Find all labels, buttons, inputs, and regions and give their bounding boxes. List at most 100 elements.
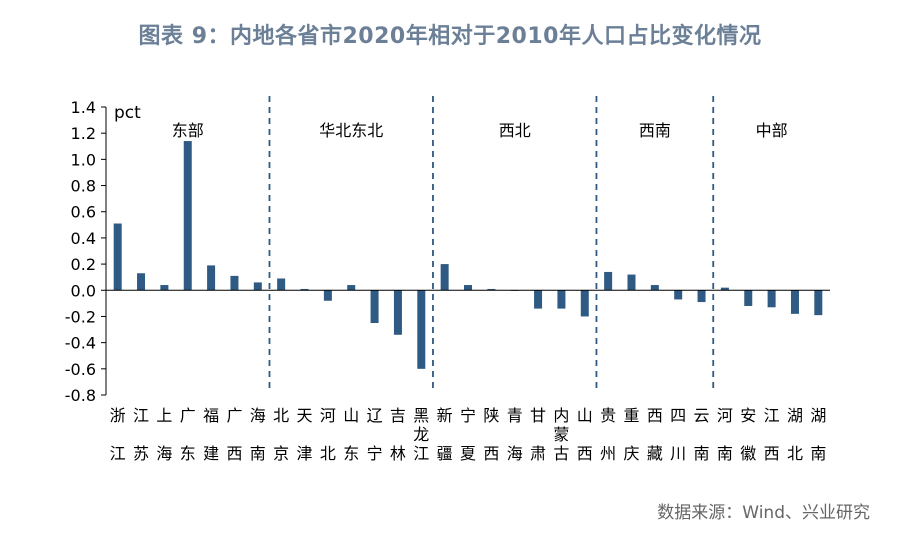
source-note: 数据来源：Wind、兴业研究 bbox=[657, 503, 870, 523]
category-label-char: 津 bbox=[297, 444, 313, 463]
bar bbox=[627, 274, 636, 291]
category-label-char: 南 bbox=[694, 444, 710, 463]
category-label-char: 四 bbox=[670, 406, 686, 425]
category-label-char: 西 bbox=[577, 444, 593, 463]
category-label-char: 山 bbox=[577, 406, 593, 425]
category-label-char: 福 bbox=[203, 406, 219, 425]
category-label-char: 建 bbox=[203, 444, 219, 463]
bar bbox=[534, 290, 543, 309]
bar bbox=[440, 264, 449, 291]
category-label-char: 浙 bbox=[110, 406, 126, 425]
y-tick-label: 0.6 bbox=[71, 203, 96, 222]
category-label-char: 天 bbox=[297, 406, 313, 425]
category-label: 贵州 bbox=[600, 406, 616, 463]
category-label: 青海 bbox=[507, 406, 523, 463]
bar bbox=[697, 290, 706, 303]
bar bbox=[674, 290, 683, 300]
category-label-char: 江 bbox=[133, 406, 149, 425]
bar bbox=[370, 290, 379, 323]
region-label: 华北东北 bbox=[319, 121, 383, 140]
category-label: 天津 bbox=[297, 406, 313, 463]
category-label-char: 江 bbox=[110, 444, 126, 463]
category-label-char: 林 bbox=[390, 444, 406, 463]
y-tick-label: -0.4 bbox=[65, 334, 96, 353]
category-label-char: 湖 bbox=[810, 406, 826, 425]
y-tick-label: 0.8 bbox=[71, 177, 96, 196]
region-label: 西南 bbox=[639, 121, 671, 140]
bar bbox=[767, 290, 776, 308]
category-label-char: 西 bbox=[226, 444, 242, 463]
category-label: 河南 bbox=[717, 406, 733, 463]
category-label-char: 西 bbox=[764, 444, 780, 463]
bar bbox=[137, 273, 146, 291]
category-label-char: 江 bbox=[764, 406, 780, 425]
category-label-char: 湖 bbox=[787, 406, 803, 425]
category-label: 重庆 bbox=[623, 406, 639, 463]
category-label: 浙江 bbox=[110, 406, 126, 463]
category-label: 江西 bbox=[764, 406, 780, 463]
category-label-char: 南 bbox=[250, 444, 266, 463]
category-label-char: 宁 bbox=[460, 406, 476, 425]
region-label: 中部 bbox=[756, 121, 788, 140]
category-label-char: 北 bbox=[320, 444, 336, 463]
category-label: 安徽 bbox=[740, 406, 756, 463]
category-label-char: 徽 bbox=[740, 444, 756, 463]
category-label-char: 云 bbox=[694, 406, 710, 425]
category-label-char: 藏 bbox=[647, 444, 663, 463]
y-tick-label: 0.2 bbox=[71, 255, 96, 274]
region-label: 西北 bbox=[499, 121, 531, 140]
category-label-char: 东 bbox=[180, 444, 196, 463]
y-axis: 1.4 1.2 1.0 0.8 0.6 0.4 0.2 0.0 -0.2 -0.4 -0.6 -0.8… bbox=[65, 98, 141, 405]
category-labels: 浙江江苏上海广东福建广西海南北京天津河北山东辽宁吉林黑龙江新疆宁夏陕西青海甘肃内… bbox=[110, 406, 827, 463]
bar bbox=[113, 223, 122, 291]
bar bbox=[277, 278, 286, 291]
bar bbox=[650, 285, 659, 291]
category-label-char: 肃 bbox=[530, 444, 546, 463]
category-label: 上海 bbox=[156, 406, 172, 463]
category-label-char: 龙 bbox=[413, 425, 429, 444]
category-label-char: 广 bbox=[180, 406, 196, 425]
category-label: 西藏 bbox=[647, 406, 663, 463]
category-label-char: 南 bbox=[810, 444, 826, 463]
bar bbox=[183, 141, 192, 291]
category-label: 陕西 bbox=[483, 406, 499, 463]
category-label-char: 陕 bbox=[483, 406, 499, 425]
bars bbox=[113, 141, 823, 369]
category-label-char: 黑 bbox=[413, 406, 429, 425]
bar bbox=[744, 290, 753, 306]
bar bbox=[230, 275, 239, 291]
category-label-char: 河 bbox=[717, 406, 733, 425]
category-label: 山东 bbox=[343, 406, 359, 463]
category-label-char: 州 bbox=[600, 444, 616, 463]
category-label: 云南 bbox=[694, 406, 710, 463]
bar bbox=[347, 285, 356, 291]
category-label-char: 上 bbox=[156, 406, 172, 425]
category-label-char: 辽 bbox=[367, 406, 383, 425]
category-label-char: 北 bbox=[273, 406, 289, 425]
bar bbox=[207, 265, 216, 291]
category-label-char: 蒙 bbox=[553, 425, 569, 444]
category-label-char: 北 bbox=[787, 444, 803, 463]
category-label-char: 疆 bbox=[437, 444, 453, 463]
bar bbox=[300, 288, 309, 291]
y-tick-label: -0.2 bbox=[65, 307, 96, 326]
bar bbox=[323, 290, 332, 301]
y-tick-label: 1.4 bbox=[71, 98, 96, 117]
bar bbox=[557, 290, 566, 309]
category-label-char: 江 bbox=[413, 444, 429, 463]
category-label: 北京 bbox=[273, 406, 289, 463]
category-label-char: 海 bbox=[156, 444, 172, 463]
category-label-char: 夏 bbox=[460, 444, 476, 463]
category-label: 吉林 bbox=[390, 406, 406, 463]
y-tick-label: 0.4 bbox=[71, 229, 96, 248]
category-label-char: 西 bbox=[647, 406, 663, 425]
category-label-char: 古 bbox=[553, 444, 569, 463]
bar bbox=[814, 290, 823, 316]
category-label-char: 东 bbox=[343, 444, 359, 463]
bar bbox=[580, 290, 589, 317]
category-label-char: 川 bbox=[670, 444, 686, 463]
category-label-char: 内 bbox=[553, 406, 569, 425]
bar bbox=[790, 290, 799, 314]
category-label: 湖南 bbox=[810, 406, 826, 463]
